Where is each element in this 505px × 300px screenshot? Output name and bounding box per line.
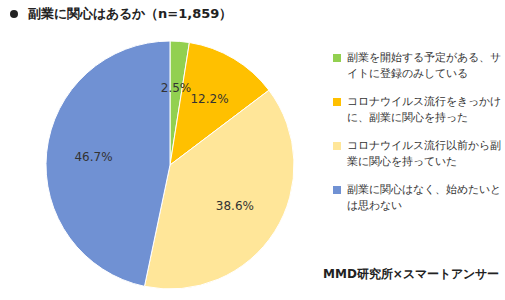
html-text:コロナウイルス流行をきっかけに、副業に関心を持った: コロナウイルス流行をきっかけに、副業に関心を持った: [347, 95, 501, 124]
svg-text:12.2%: 12.2%: [190, 92, 228, 106]
svg-text:2.5%: 2.5%: [161, 81, 192, 95]
html-text:副業を開始する予定がある、サイトに登録のみしている: 副業を開始する予定がある、サイトに登録のみしている: [347, 51, 501, 80]
svg-text:38.6%: 38.6%: [216, 199, 254, 213]
html-text:副業に関心はなく、始めたいとは思わない: 副業に関心はなく、始めたいとは思わない: [347, 183, 501, 212]
html-text:副業に関心はあるか（n=1,859）: 副業に関心はあるか（n=1,859）: [28, 6, 233, 21]
html-text:コロナウイルス流行以前から副業に関心を持っていた: コロナウイルス流行以前から副業に関心を持っていた: [347, 139, 501, 168]
svg-text:46.7%: 46.7%: [74, 150, 112, 164]
html-text:MMD研究所×スマートアンサー: MMD研究所×スマートアンサー: [323, 267, 499, 281]
